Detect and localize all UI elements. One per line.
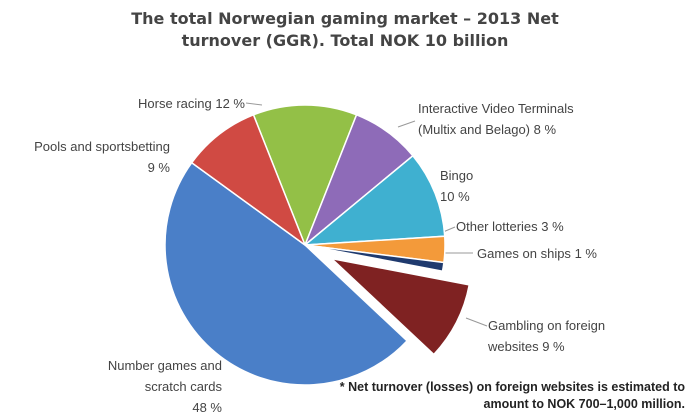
slice-value-label: 9 %	[542, 339, 565, 354]
pie-slice	[329, 257, 471, 356]
slice-label: Pools and sportsbetting 9 %	[10, 136, 170, 178]
slice-label: Games on ships 1 %	[477, 243, 627, 264]
slice-value-label: 9 %	[147, 160, 170, 175]
chart-title: The total Norwegian gaming market – 2013…	[131, 9, 559, 50]
pie-slice	[190, 113, 307, 248]
slice-category: Pools and sportsbetting	[34, 139, 170, 154]
pie-slice	[252, 104, 358, 248]
slice-value-label: 3 %	[541, 219, 564, 234]
slice-label: Other lotteries 3 %	[456, 216, 606, 237]
slice-category: Horse racing	[138, 96, 212, 111]
slice-label: Bingo 10 %	[440, 165, 485, 207]
slice-label: Gambling on foreign websites 9 %	[488, 315, 623, 357]
slice-value-label: 12 %	[215, 96, 245, 111]
leader-line	[245, 102, 263, 106]
annotation: * Net turnover (losses) on foreign websi…	[339, 380, 685, 411]
slice-label: Interactive Video Terminals (Multix and …	[418, 98, 593, 140]
slice-category: Bingo	[440, 168, 474, 183]
slice-category: Number games and scratch cards	[107, 358, 222, 394]
leader-line	[397, 120, 416, 128]
slice-label: Horse racing 12 %	[100, 93, 245, 114]
slice-value-label: 1 %	[574, 246, 597, 261]
leader-line	[465, 317, 488, 327]
slice-category: Gambling on foreign websites	[488, 318, 606, 354]
pie-slice	[302, 154, 446, 246]
pie-slice	[164, 161, 409, 386]
pie-slice	[304, 244, 445, 273]
slice-value-label: 48 %	[192, 400, 222, 415]
slice-category: Other lotteries	[456, 219, 538, 234]
slice-category: Games on ships	[477, 246, 571, 261]
slice-category: Interactive Video Terminals (Multix and …	[418, 101, 574, 137]
slice-value-label: 8 %	[533, 122, 557, 137]
leaders	[245, 102, 488, 327]
slice-value-label: 10 %	[440, 189, 470, 204]
slice-label: Number games and scratch cards 48 %	[80, 355, 222, 416]
